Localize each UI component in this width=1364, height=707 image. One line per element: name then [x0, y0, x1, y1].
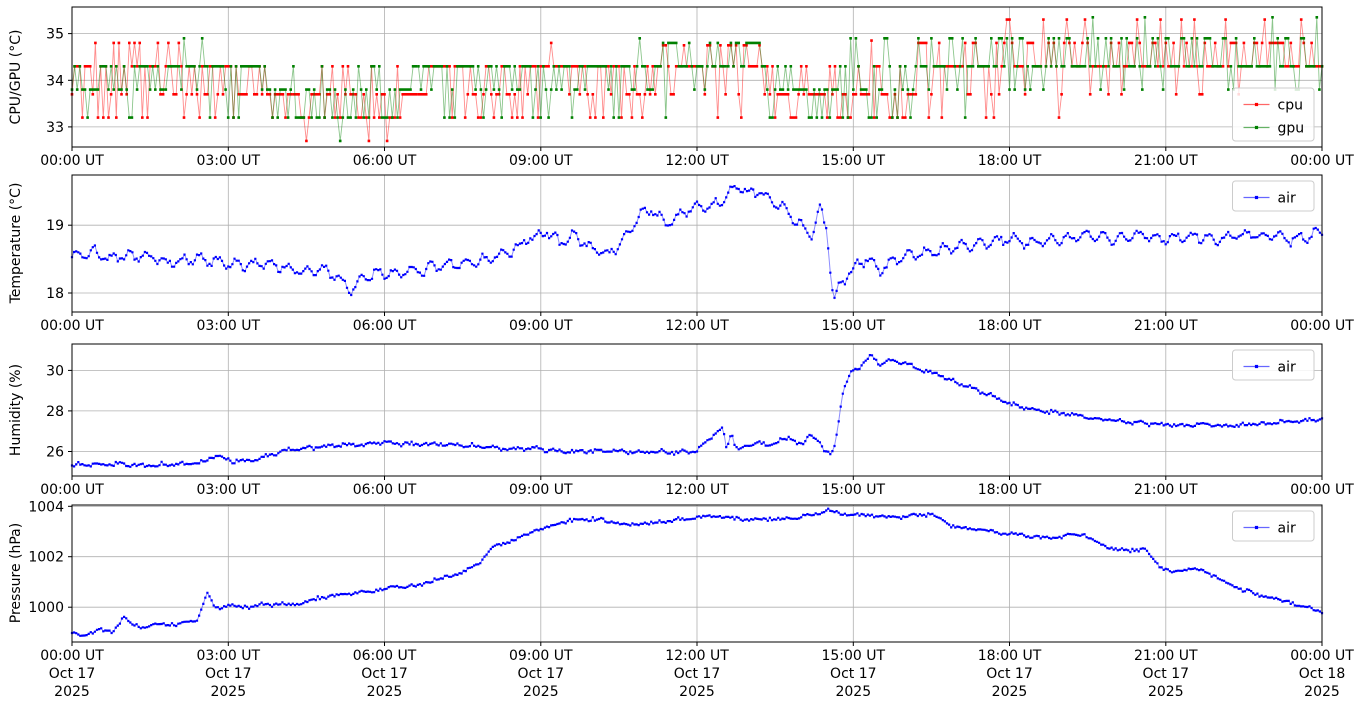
x-tick-year-label: 2025: [1148, 684, 1184, 700]
y-tick-label: 19: [46, 218, 64, 234]
y-axis-label-cpu-gpu: CPU/GPU (°C): [8, 29, 24, 125]
y-tick-label: 1002: [28, 550, 64, 566]
panel-air-temperature: 00:00 UT 03:00 UT 06:00 UT 09:00 UT 12:00 UT…: [40, 174, 1354, 334]
x-tick-label: 00:00 UT: [1290, 648, 1354, 664]
x-tick-label: 03:00 UT: [196, 153, 260, 169]
x-tick-date-label: Oct 18: [1299, 666, 1345, 682]
legend: air: [1232, 180, 1315, 212]
x-tick-label: 06:00 UT: [353, 648, 417, 664]
x-tick-label: 09:00 UT: [509, 648, 573, 664]
x-tick-label: 15:00 UT: [821, 153, 885, 169]
y-tick-label: 35: [46, 27, 64, 43]
x-tick-date-label: Oct 17: [830, 666, 876, 682]
x-tick-label: 09:00 UT: [509, 482, 573, 498]
legend: air: [1232, 349, 1315, 381]
x-tick-label: 12:00 UT: [665, 318, 729, 334]
x-tick-label: 18:00 UT: [978, 482, 1042, 498]
y-tick-label: 34: [46, 73, 64, 89]
y-tick-label: 30: [46, 363, 64, 379]
legend-box: [1232, 510, 1315, 542]
x-tick-year-label: 2025: [1304, 684, 1340, 700]
x-tick-date-label: Oct 17: [361, 666, 407, 682]
y-tick-label: 18: [46, 286, 64, 302]
x-tick-date-label: Oct 17: [205, 666, 251, 682]
y-axis-label-humidity: Humidity (%): [8, 363, 24, 457]
x-tick-date-label: Oct 17: [518, 666, 564, 682]
x-tick-year-label: 2025: [992, 684, 1028, 700]
x-tick-date-label: Oct 17: [1143, 666, 1189, 682]
x-tick-year-label: 2025: [210, 684, 246, 700]
x-tick-year-label: 2025: [679, 684, 715, 700]
x-tick-label: 12:00 UT: [665, 648, 729, 664]
legend-sample-marker: [1254, 525, 1259, 530]
x-tick-label: 03:00 UT: [196, 482, 260, 498]
x-tick-label: 18:00 UT: [978, 648, 1042, 664]
x-tick-label: 15:00 UT: [821, 482, 885, 498]
x-tick-label: 00:00 UT: [40, 318, 104, 334]
legend-box: [1232, 180, 1315, 212]
y-tick-label: 33: [46, 120, 64, 136]
x-tick-label: 00:00 UT: [1290, 482, 1354, 498]
legend-label-cpu: cpu: [1278, 98, 1303, 114]
x-tick-label: 03:00 UT: [196, 318, 260, 334]
legend-sample-marker: [1254, 364, 1259, 369]
x-tick-year-label: 2025: [523, 684, 559, 700]
legend-label-air: air: [1278, 191, 1296, 207]
legend-label-air: air: [1278, 360, 1296, 376]
x-tick-label: 18:00 UT: [978, 318, 1042, 334]
x-tick-year-label: 2025: [54, 684, 90, 700]
legend: air: [1232, 510, 1315, 542]
x-tick-label: 18:00 UT: [978, 153, 1042, 169]
x-tick-date-label: Oct 17: [674, 666, 720, 682]
x-tick-label: 00:00 UT: [40, 648, 104, 664]
y-tick-label: 26: [46, 445, 64, 461]
x-tick-label: 00:00 UT: [40, 153, 104, 169]
x-tick-label: 00:00 UT: [1290, 318, 1354, 334]
x-tick-label: 00:00 UT: [1290, 153, 1354, 169]
x-tick-label: 09:00 UT: [509, 153, 573, 169]
legend: cpu gpu: [1232, 87, 1315, 142]
x-tick-label: 06:00 UT: [353, 318, 417, 334]
legend-sample-marker: [1254, 102, 1259, 107]
x-tick-label: 03:00 UT: [196, 648, 260, 664]
y-axis-label-pressure: Pressure (hPa): [8, 522, 24, 624]
x-tick-label: 00:00 UT: [40, 482, 104, 498]
x-tick-date-label: Oct 17: [49, 666, 95, 682]
x-tick-label: 09:00 UT: [509, 318, 573, 334]
x-tick-label: 15:00 UT: [821, 318, 885, 334]
x-tick-label: 21:00 UT: [1134, 153, 1198, 169]
legend-sample-marker: [1254, 195, 1259, 200]
x-tick-date-label: Oct 17: [986, 666, 1032, 682]
y-tick-label: 28: [46, 404, 64, 420]
legend-sample-marker: [1254, 125, 1259, 130]
legend-label-gpu: gpu: [1278, 121, 1305, 137]
y-tick-label: 1000: [28, 600, 64, 616]
y-axis-label-temperature: Temperature (°C): [8, 182, 24, 304]
x-tick-year-label: 2025: [367, 684, 403, 700]
x-tick-label: 21:00 UT: [1134, 648, 1198, 664]
x-tick-year-label: 2025: [835, 684, 871, 700]
legend-box: [1232, 349, 1315, 381]
x-tick-label: 21:00 UT: [1134, 318, 1198, 334]
x-tick-label: 12:00 UT: [665, 482, 729, 498]
x-tick-label: 06:00 UT: [353, 482, 417, 498]
legend-label-air: air: [1278, 521, 1296, 537]
panel-cpu-gpu-temperature: 00:00 UT 03:00 UT 06:00 UT 09:00 UT 12:00 UT…: [40, 6, 1354, 169]
panel-air-pressure: 00:00 UT Oct 17 2025 03:00 UT Oct 17 2025 06:0…: [28, 499, 1354, 700]
y-tick-label: 1004: [28, 499, 64, 515]
x-tick-label: 06:00 UT: [353, 153, 417, 169]
x-tick-label: 21:00 UT: [1134, 482, 1198, 498]
panel-air-humidity: 00:00 UT 03:00 UT 06:00 UT 09:00 UT 12:00 UT…: [40, 343, 1354, 498]
x-tick-label: 15:00 UT: [821, 648, 885, 664]
x-tick-label: 12:00 UT: [665, 153, 729, 169]
